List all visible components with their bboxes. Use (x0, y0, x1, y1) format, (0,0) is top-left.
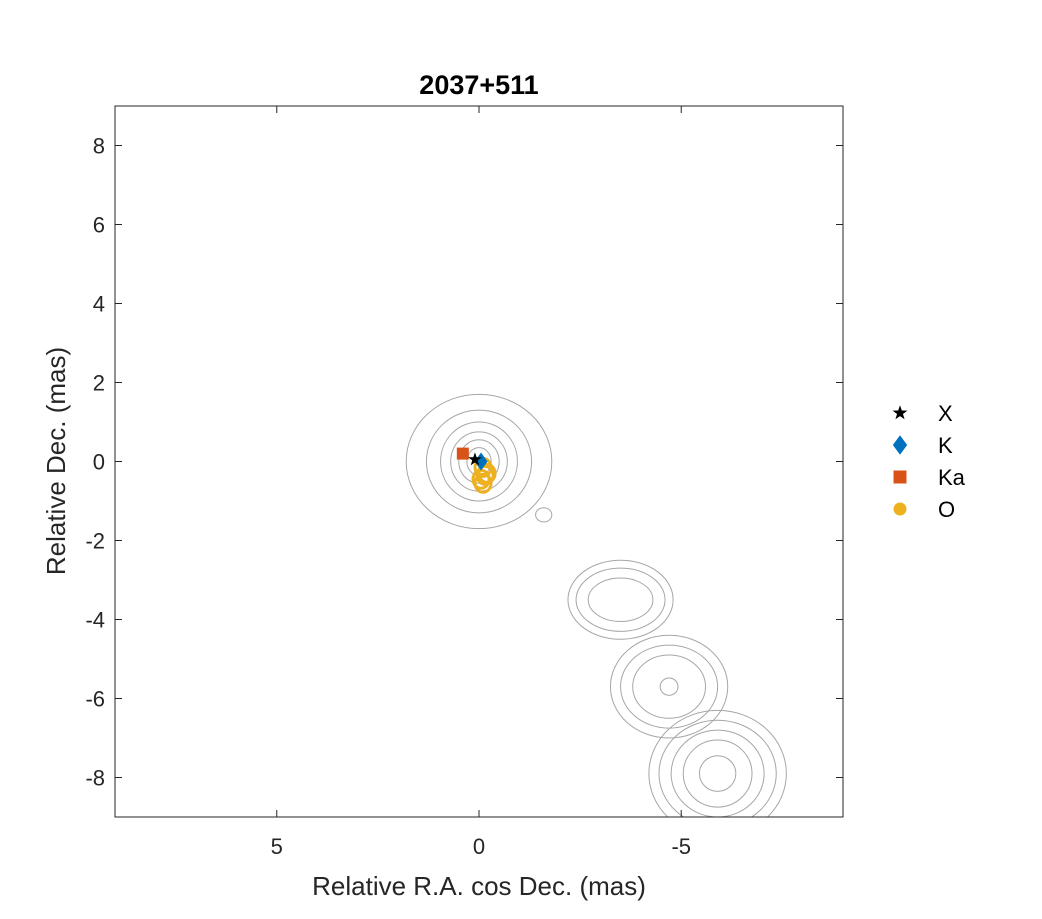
legend-marker-x (892, 405, 908, 420)
y-tick-label: 4 (93, 292, 105, 317)
y-tick-label: 0 (93, 450, 105, 475)
legend-marker-o (893, 502, 907, 516)
contour-1-0 (535, 507, 553, 523)
legend-marker-k (892, 435, 908, 455)
chart-title: 2037+511 (419, 70, 538, 100)
contour-0-5 (405, 393, 553, 530)
marker-k-0 (474, 452, 488, 471)
contour-4-4 (648, 709, 787, 817)
legend-label-k: K (938, 433, 953, 458)
y-tick-label: -8 (85, 766, 105, 791)
contour-2-0 (587, 577, 654, 622)
y-tick-label: -6 (85, 687, 105, 712)
x-axis: 5 0 -5 (271, 106, 691, 859)
legend-label-o: O (938, 497, 955, 522)
marker-x-0 (468, 452, 482, 466)
y-tick-label: 8 (93, 134, 105, 159)
contour-3-1 (632, 654, 706, 719)
x-tick-label: 0 (473, 834, 485, 859)
contour-4-1 (682, 739, 753, 808)
y-tick-label: 6 (93, 213, 105, 238)
y-tick-label: 2 (93, 371, 105, 396)
y-tick-label: -2 (85, 529, 105, 554)
marker-ka-0 (456, 447, 469, 460)
contour-3-0 (659, 677, 679, 696)
legend-label-x: X (938, 401, 953, 426)
y-axis-label: Relative Dec. (mas) (41, 347, 71, 575)
contour-2-2 (567, 559, 674, 640)
y-tick-label: -4 (85, 608, 105, 633)
contour-layer (405, 393, 787, 817)
contour-0-3 (440, 421, 518, 502)
contour-2-1 (575, 567, 666, 632)
legend-label-ka: Ka (938, 465, 966, 490)
contour-0-4 (425, 409, 533, 514)
contour-3-3 (609, 634, 729, 739)
legend: XK Ka O (892, 401, 966, 522)
contour-4-3 (658, 719, 777, 817)
contour-4-0 (698, 755, 737, 792)
x-tick-label: -5 (671, 834, 691, 859)
y-axis: 8 6 4 2 0 -2 -4 -6 -8 (85, 134, 843, 791)
plot-area (114, 105, 844, 818)
marker-layer (456, 447, 497, 494)
x-tick-label: 5 (271, 834, 283, 859)
legend-marker-ka (893, 470, 907, 484)
x-axis-label: Relative R.A. cos Dec. (mas) (312, 871, 646, 901)
